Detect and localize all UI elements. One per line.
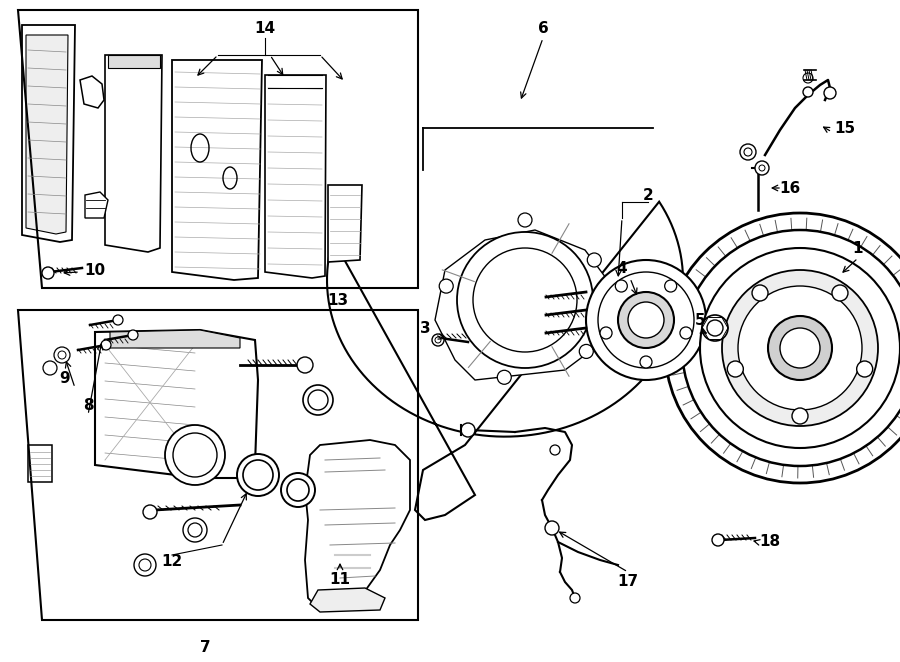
Polygon shape xyxy=(22,25,75,242)
Circle shape xyxy=(700,248,900,448)
Circle shape xyxy=(680,327,692,339)
Polygon shape xyxy=(110,330,240,348)
Circle shape xyxy=(759,165,765,171)
Circle shape xyxy=(128,330,138,340)
Circle shape xyxy=(744,148,752,156)
Circle shape xyxy=(586,260,706,380)
Ellipse shape xyxy=(281,473,315,507)
Polygon shape xyxy=(80,76,104,108)
Ellipse shape xyxy=(237,454,279,496)
Text: 8: 8 xyxy=(83,397,94,412)
Text: 18: 18 xyxy=(760,534,780,549)
Text: 15: 15 xyxy=(834,120,856,136)
Circle shape xyxy=(461,423,475,437)
Circle shape xyxy=(588,253,601,267)
Polygon shape xyxy=(265,75,326,278)
Text: 16: 16 xyxy=(779,181,801,195)
Circle shape xyxy=(439,279,454,293)
Circle shape xyxy=(165,425,225,485)
Circle shape xyxy=(134,554,156,576)
Circle shape xyxy=(707,320,723,336)
Circle shape xyxy=(54,347,70,363)
Circle shape xyxy=(618,292,674,348)
Polygon shape xyxy=(108,55,160,68)
Circle shape xyxy=(183,518,207,542)
Circle shape xyxy=(435,337,441,343)
Circle shape xyxy=(598,272,694,368)
Text: 7: 7 xyxy=(200,641,211,655)
Circle shape xyxy=(101,340,111,350)
Circle shape xyxy=(580,344,593,358)
Text: 5: 5 xyxy=(695,312,706,328)
Circle shape xyxy=(712,534,724,546)
Text: 3: 3 xyxy=(419,320,430,336)
Circle shape xyxy=(42,267,54,279)
Circle shape xyxy=(43,361,57,375)
Circle shape xyxy=(792,408,808,424)
Text: 6: 6 xyxy=(537,21,548,36)
Circle shape xyxy=(297,357,313,373)
Text: 11: 11 xyxy=(329,573,350,587)
Circle shape xyxy=(738,286,862,410)
Polygon shape xyxy=(28,445,52,482)
Text: 10: 10 xyxy=(85,263,105,277)
Circle shape xyxy=(832,285,848,301)
Text: 1: 1 xyxy=(853,240,863,256)
Text: 13: 13 xyxy=(328,293,348,308)
Circle shape xyxy=(188,523,202,537)
Circle shape xyxy=(113,315,123,325)
Text: 2: 2 xyxy=(643,187,653,203)
Text: 9: 9 xyxy=(59,371,70,385)
Circle shape xyxy=(570,593,580,603)
Circle shape xyxy=(768,316,832,380)
Circle shape xyxy=(303,385,333,415)
Polygon shape xyxy=(310,588,385,612)
Circle shape xyxy=(498,370,511,384)
Circle shape xyxy=(432,334,444,346)
Circle shape xyxy=(824,87,836,99)
Circle shape xyxy=(143,505,157,519)
Circle shape xyxy=(722,270,878,426)
Circle shape xyxy=(640,356,652,368)
Circle shape xyxy=(755,161,769,175)
Polygon shape xyxy=(26,35,68,234)
Circle shape xyxy=(139,559,151,571)
Circle shape xyxy=(600,327,612,339)
Circle shape xyxy=(518,213,532,227)
Circle shape xyxy=(616,280,627,292)
Circle shape xyxy=(702,315,728,341)
Polygon shape xyxy=(305,440,410,610)
Circle shape xyxy=(628,302,664,338)
Circle shape xyxy=(727,361,743,377)
Circle shape xyxy=(803,87,813,97)
Circle shape xyxy=(740,144,756,160)
Polygon shape xyxy=(85,192,108,218)
Circle shape xyxy=(173,433,217,477)
Polygon shape xyxy=(435,230,615,380)
Text: 12: 12 xyxy=(161,555,183,569)
Polygon shape xyxy=(327,202,683,520)
Circle shape xyxy=(308,390,328,410)
Circle shape xyxy=(545,521,559,535)
Circle shape xyxy=(857,361,873,377)
Circle shape xyxy=(473,248,577,352)
Circle shape xyxy=(780,328,820,368)
Circle shape xyxy=(803,73,813,83)
Polygon shape xyxy=(328,185,362,262)
Circle shape xyxy=(752,285,768,301)
Circle shape xyxy=(58,351,66,359)
Text: 17: 17 xyxy=(617,575,639,589)
Circle shape xyxy=(457,232,593,368)
Text: 4: 4 xyxy=(616,261,627,275)
Text: 14: 14 xyxy=(255,21,275,36)
Polygon shape xyxy=(105,55,162,252)
Circle shape xyxy=(665,213,900,483)
Circle shape xyxy=(665,280,677,292)
Polygon shape xyxy=(95,330,258,478)
Polygon shape xyxy=(172,60,262,280)
Circle shape xyxy=(550,445,560,455)
